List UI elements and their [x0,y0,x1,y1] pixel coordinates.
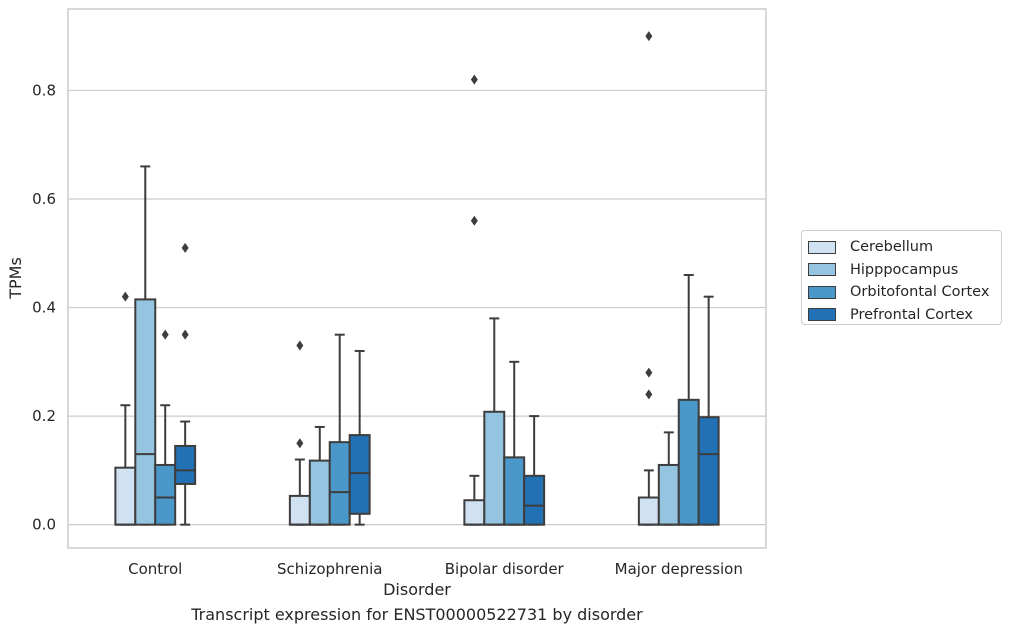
box-body [657,463,680,526]
box-series [114,31,720,526]
outlier-marker [161,329,169,340]
box-prefrontal-cortex [523,415,546,526]
box-body [697,416,720,526]
legend-swatch [808,285,836,299]
outlier-marker [121,291,129,302]
outlier-marker [645,31,653,42]
box-body [154,463,177,526]
legend-label: Cerebellum [850,239,934,256]
x-tick-labels: Control Schizophrenia Bipolar disorder Majo… [128,560,743,578]
legend: Cerebellum Hipppocampus Orbitofontal Cor… [801,230,1002,325]
box-body [463,499,486,526]
legend-swatch [808,240,836,254]
box-body [288,494,311,526]
x-tick-label: Major depression [615,560,743,578]
x-axis-label: Disorder [383,580,451,599]
legend-label: Hipppocampus [850,261,959,278]
box-body [637,496,660,526]
box-orbitofontal-cortex [503,360,526,526]
box-body [328,441,351,526]
y-tick-label: 0.8 [32,81,56,99]
box-body [523,474,546,526]
y-tick-label: 0.0 [32,516,56,534]
box-body [677,398,700,526]
box-body [174,444,197,485]
legend-label: Prefrontal Cortex [850,306,973,323]
y-tick-label: 0.6 [32,190,56,208]
outlier-marker [181,329,189,340]
outlier-marker [645,367,653,378]
outlier-marker [181,242,189,253]
box-body [134,298,157,526]
box-cerebellum [114,291,137,526]
chart-caption: Transcript expression for ENST0000052273… [191,605,643,624]
legend-item-hippocampus: Hipppocampus [808,259,1001,282]
box-hipppocampus [483,317,506,526]
legend-swatch [808,263,836,277]
y-tick-label: 0.4 [32,299,56,317]
legend-label: Orbitofontal Cortex [850,284,990,301]
outlier-marker [296,340,304,351]
outlier-marker [645,389,653,400]
plot-frame [67,8,767,549]
box-body [114,466,137,526]
box-prefrontal-cortex [174,242,197,526]
legend-swatch [808,308,836,322]
box-cerebellum [637,31,660,526]
box-prefrontal-cortex [697,295,720,526]
box-prefrontal-cortex [348,349,371,526]
box-hipppocampus [657,431,680,526]
box-orbitofontal-cortex [154,329,177,526]
legend-item-cerebellum: Cerebellum [808,236,1001,259]
box-hipppocampus [134,165,157,526]
outlier-marker [470,215,478,226]
box-orbitofontal-cortex [328,333,351,526]
box-body [308,459,331,526]
y-axis-label: TPMs [6,257,25,300]
grid-lines [68,89,766,526]
y-tick-label: 0.2 [32,407,56,425]
box-body [483,410,506,526]
box-orbitofontal-cortex [677,273,700,526]
legend-item-prefrontal: Prefrontal Cortex [808,304,1001,327]
outlier-marker [470,74,478,85]
box-cerebellum [463,74,486,526]
x-tick-label: Control [128,560,182,578]
x-tick-label: Schizophrenia [277,560,382,578]
x-tick-label: Bipolar disorder [445,560,565,578]
legend-item-orbitofrontal: Orbitofontal Cortex [808,281,1001,304]
y-tick-labels: 0.0 0.2 0.4 0.6 0.8 [32,81,56,533]
box-cerebellum [288,340,311,526]
box-body [503,456,526,526]
box-hipppocampus [308,425,331,526]
outlier-marker [296,438,304,449]
box-body [348,434,371,515]
